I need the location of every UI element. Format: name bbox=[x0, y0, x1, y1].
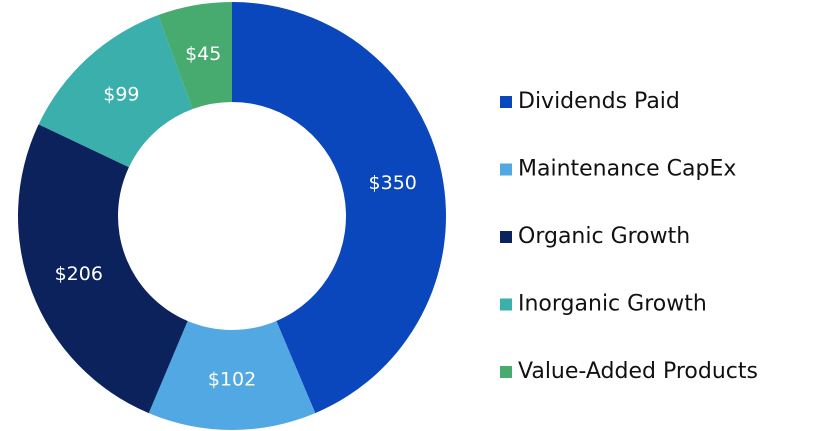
value-label: $206 bbox=[55, 263, 103, 285]
legend-swatch bbox=[500, 366, 512, 378]
legend-label: Organic Growth bbox=[518, 224, 690, 249]
donut-segment bbox=[38, 15, 193, 168]
legend-label: Maintenance CapEx bbox=[518, 157, 736, 182]
value-label: $102 bbox=[208, 369, 256, 391]
donut-segment bbox=[158, 2, 232, 110]
legend-swatch bbox=[500, 163, 512, 176]
legend-label: Inorganic Growth bbox=[518, 292, 707, 317]
value-label: $350 bbox=[369, 172, 417, 194]
legend-swatch bbox=[500, 96, 512, 108]
legend-swatch bbox=[500, 298, 512, 311]
donut-segment bbox=[232, 2, 446, 414]
legend-label: Value-Added Products bbox=[518, 359, 758, 384]
donut-segment bbox=[148, 321, 316, 431]
donut-segment bbox=[18, 124, 188, 414]
value-label: $45 bbox=[185, 43, 221, 65]
legend-label: Dividends Paid bbox=[518, 89, 680, 114]
value-label: $99 bbox=[103, 83, 139, 105]
legend-swatch bbox=[500, 231, 512, 243]
